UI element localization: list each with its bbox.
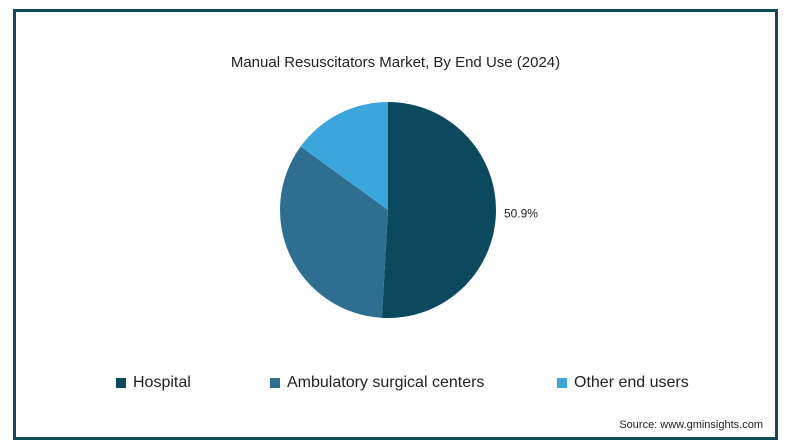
pie-slice-other bbox=[300, 102, 388, 210]
legend-item-ambulatory: Ambulatory surgical centers bbox=[270, 374, 484, 392]
data-label-pie-slice-hospital: 50.9% bbox=[504, 206, 538, 220]
source-note: Source: www.gminsights.com bbox=[619, 419, 763, 431]
legend-label-other: Other end users bbox=[574, 374, 689, 391]
legend-swatch-ambulatory bbox=[270, 378, 280, 388]
pie-slice-ambulatory bbox=[280, 146, 388, 318]
chart-title: Manual Resuscitators Market, By End Use … bbox=[230, 54, 561, 71]
legend-item-other: Other end users bbox=[557, 374, 689, 392]
legend-label-hospital: Hospital bbox=[133, 374, 191, 391]
legend: Hospital Ambulatory surgical centers Oth… bbox=[16, 374, 775, 398]
legend-item-hospital: Hospital bbox=[116, 374, 191, 392]
legend-swatch-other bbox=[557, 378, 567, 388]
legend-label-ambulatory: Ambulatory surgical centers bbox=[287, 374, 485, 391]
legend-swatch-hospital bbox=[116, 378, 126, 388]
pie-chart: 50.9% bbox=[280, 102, 538, 318]
pie-slice-hospital bbox=[381, 102, 496, 318]
chart-frame: Manual Resuscitators Market, By End Use … bbox=[13, 9, 778, 440]
